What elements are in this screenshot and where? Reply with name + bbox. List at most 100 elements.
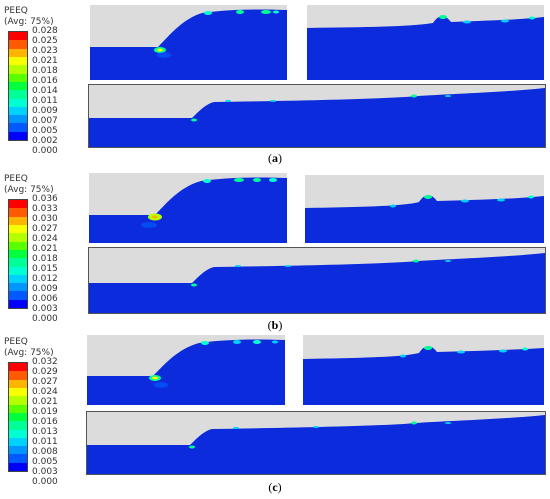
color-bar-segment [9, 81, 27, 91]
legend-tick: 0.018 [32, 254, 58, 264]
color-bar-segment [9, 266, 27, 275]
color-bar [8, 362, 28, 472]
legend-tick: 0.028 [32, 26, 58, 36]
color-bar-segment [9, 396, 27, 405]
legend-tick: 0.016 [32, 76, 58, 86]
color-bar-segment [9, 208, 27, 217]
contour-panel-full [86, 411, 546, 475]
color-bar-segment [9, 224, 27, 234]
contour-panel-crest [307, 5, 544, 80]
color-bar-segment [9, 412, 27, 422]
color-bar-segment [9, 454, 27, 463]
caption-close: ) [278, 151, 282, 165]
color-bar-segment [9, 32, 27, 41]
legend-tick: 0.008 [32, 447, 58, 457]
legend-tick: 0.021 [32, 244, 58, 254]
legend-tick: 0.024 [32, 234, 58, 244]
color-bar-segment [9, 379, 27, 388]
legend-tick: 0.011 [32, 437, 58, 447]
color-bar-segment [9, 274, 27, 284]
legend-tick: 0.013 [32, 427, 58, 437]
legend-scale: 0.032 0.029 0.027 0.024 0.021 0.019 0.01… [4, 357, 86, 487]
color-bar-segment [9, 106, 27, 116]
legend-tick: 0.029 [32, 367, 58, 377]
contour-panel-slope [90, 5, 287, 80]
color-bar-segment [9, 462, 27, 472]
legend-subtitle: (Avg: 75%) [4, 348, 54, 358]
legend-title: PEEQ [4, 337, 28, 347]
color-bar-segment [9, 73, 27, 82]
caption-close: ) [278, 318, 283, 332]
contour-panel-slope [89, 173, 287, 243]
legend-subtitle: (Avg: 75%) [4, 17, 54, 27]
color-bar-segment [9, 291, 27, 300]
color-bar-segment [9, 115, 27, 124]
color-bar-segment [9, 249, 27, 259]
legend-tick: 0.007 [32, 116, 58, 126]
legend-b: PEEQ (Avg: 75%) 0.036 0.033 0.030 0.027 … [4, 174, 86, 324]
caption-label: c [272, 480, 278, 494]
color-bar-segment [9, 40, 27, 49]
caption-open: ( [268, 480, 273, 494]
color-bar-segment [9, 48, 27, 57]
legend-tick: 0.014 [32, 86, 58, 96]
legend-tick: 0.033 [32, 204, 58, 214]
color-bar-segment [9, 65, 27, 74]
color-bar-segment [9, 131, 27, 141]
legend-tick: 0.018 [32, 66, 58, 76]
color-bar-segment [9, 363, 27, 372]
legend-c: PEEQ (Avg: 75%) 0.032 0.029 0.027 0.024 … [4, 337, 86, 487]
caption-open: ( [267, 318, 272, 332]
caption-c: (c) [0, 480, 550, 495]
legend-tick: 0.021 [32, 56, 58, 66]
caption-b: (b) [0, 318, 550, 333]
legend-tick: 0.012 [32, 274, 58, 284]
color-bar-segment [9, 258, 27, 267]
legend-tick: 0.003 [32, 304, 58, 314]
legend-tick: 0.005 [32, 126, 58, 136]
legend-title: PEEQ [4, 6, 28, 16]
legend-tick: 0.000 [32, 477, 58, 487]
caption-close: ) [277, 480, 282, 494]
color-bar-segment [9, 98, 27, 107]
color-bar-segment [9, 90, 27, 99]
legend-tick: 0.032 [32, 357, 58, 367]
contour-panel-slope [87, 335, 285, 405]
legend-tick: 0.000 [32, 146, 58, 156]
legend-tick: 0.000 [32, 314, 58, 324]
color-bar-segment [9, 421, 27, 430]
legend-tick: 0.009 [32, 106, 58, 116]
caption-label: b [271, 318, 279, 332]
color-bar-segment [9, 233, 27, 242]
legend-tick: 0.002 [32, 136, 58, 146]
legend-tick: 0.009 [32, 284, 58, 294]
caption-open: ( [268, 151, 272, 165]
color-bar-segment [9, 299, 27, 309]
legend-scale: 0.036 0.033 0.030 0.027 0.024 0.021 0.01… [4, 194, 86, 324]
legend-subtitle: (Avg: 75%) [4, 185, 54, 195]
legend-tick: 0.021 [32, 397, 58, 407]
legend-ticks: 0.028 0.025 0.023 0.021 0.018 0.016 0.01… [32, 26, 86, 156]
legend-scale: 0.028 0.025 0.023 0.021 0.018 0.016 0.01… [4, 26, 86, 156]
color-bar-segment [9, 437, 27, 447]
caption-label: a [272, 151, 278, 165]
legend-tick: 0.003 [32, 467, 58, 477]
color-bar-segment [9, 387, 27, 397]
legend-tick: 0.019 [32, 407, 58, 417]
color-bar-segment [9, 371, 27, 380]
legend-tick: 0.024 [32, 387, 58, 397]
legend-ticks: 0.032 0.029 0.027 0.024 0.021 0.019 0.01… [32, 357, 86, 487]
legend-tick: 0.023 [32, 46, 58, 56]
color-bar-segment [9, 241, 27, 250]
color-bar-segment [9, 283, 27, 292]
color-bar-segment [9, 446, 27, 455]
contour-panel-crest [303, 335, 544, 405]
contour-panel-full [88, 84, 546, 148]
legend-tick: 0.006 [32, 294, 58, 304]
color-bar-segment [9, 429, 27, 438]
caption-a: (a) [0, 151, 550, 166]
legend-tick: 0.015 [32, 264, 58, 274]
contour-panel-crest [305, 175, 544, 243]
color-bar-segment [9, 216, 27, 225]
legend-tick: 0.027 [32, 377, 58, 387]
